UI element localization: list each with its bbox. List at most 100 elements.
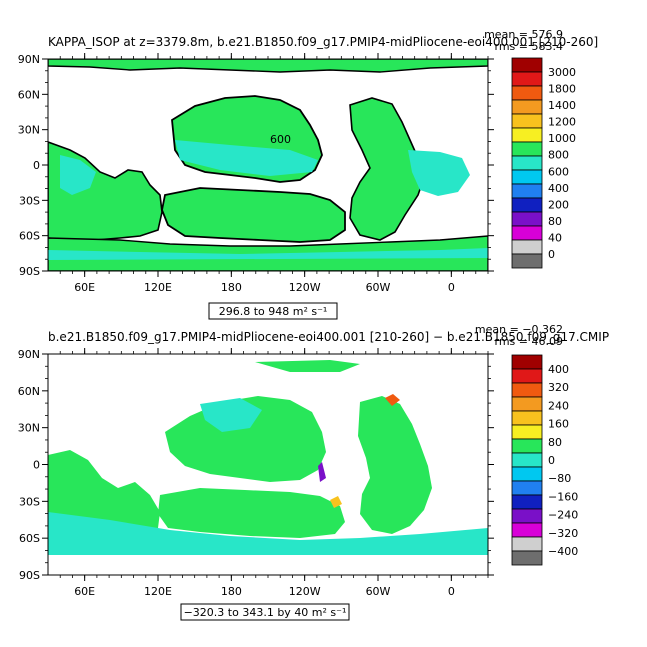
colorbar-cell	[511, 169, 543, 185]
colorbar-cell	[511, 141, 543, 157]
colorbar-cell	[511, 438, 543, 454]
colorbar-cell	[511, 522, 543, 538]
colorbar-cell	[511, 239, 543, 255]
colorbar-label: 200	[548, 198, 569, 211]
panel-a-atlantic-band	[408, 150, 470, 196]
colorbar-label: −320	[548, 527, 578, 540]
y-tick-label: 60S	[19, 532, 40, 545]
y-tick-label: 60N	[18, 385, 40, 398]
colorbar-cell	[511, 197, 543, 213]
colorbar-cell	[511, 480, 543, 496]
colorbar-label: 80	[548, 215, 562, 228]
colorbar-cell	[511, 494, 543, 510]
panel-b-axes: 60E 120E 180 120W 60W 0 90N 60N 30N 0 30S 60S 90S	[18, 348, 494, 598]
panel-a-atlantic-ocean	[349, 97, 426, 241]
x-tick-label: 60E	[74, 281, 95, 294]
panel-b-colorbar: 400 320 240 160 80 0 −80 −160 −240 −320 −400	[511, 354, 578, 566]
panel-a-equatorial-band	[175, 140, 318, 176]
panel-b-indian-ocean	[48, 450, 160, 534]
colorbar-cell	[511, 155, 543, 171]
y-tick-label: 60N	[18, 88, 40, 101]
colorbar-cell	[511, 508, 543, 524]
panel-b-title: b.e21.B1850.f09_g17.PMIP4-midPliocene-eo…	[48, 330, 609, 344]
colorbar-label: 320	[548, 381, 569, 394]
colorbar-label: 800	[548, 149, 569, 162]
panel-b-arctic	[255, 360, 360, 372]
colorbar-cell	[511, 354, 543, 370]
panel-b-positive-anomaly	[385, 394, 400, 406]
colorbar-label: 1200	[548, 116, 576, 129]
colorbar-label: 80	[548, 436, 562, 449]
colorbar-cell	[511, 99, 543, 115]
panel-a-rms: rms = 583.4	[495, 40, 563, 53]
panel-a-arctic-ocean	[48, 59, 488, 73]
colorbar-cell	[511, 85, 543, 101]
colorbar-cell	[511, 71, 543, 87]
colorbar-cell	[511, 127, 543, 143]
colorbar-cell	[511, 466, 543, 482]
y-tick-label: 0	[33, 159, 40, 172]
colorbar-label: 400	[548, 363, 569, 376]
colorbar-label: 3000	[548, 66, 576, 79]
colorbar-label: 40	[548, 231, 562, 244]
colorbar-cell	[511, 211, 543, 227]
colorbar-cell	[511, 225, 543, 241]
colorbar-label: 1400	[548, 99, 576, 112]
x-tick-label: 60E	[74, 585, 95, 598]
panel-b-range-box	[180, 603, 350, 621]
x-tick-label: 0	[448, 281, 455, 294]
colorbar-cell	[511, 382, 543, 398]
x-tick-label: 120E	[144, 281, 172, 294]
colorbar-label: 400	[548, 182, 569, 195]
panel-b-mean: mean = −0.362	[475, 323, 563, 336]
panel-a-mean: mean = 576.9	[484, 28, 563, 41]
panel-b-atlantic	[358, 396, 432, 534]
y-tick-label: 90N	[18, 53, 40, 66]
x-tick-label: 180	[221, 281, 242, 294]
y-tick-label: 30S	[19, 495, 40, 508]
colorbar-cell	[511, 550, 543, 566]
y-tick-label: 0	[33, 459, 40, 472]
colorbar-cell	[511, 536, 543, 552]
panel-b-field	[48, 360, 488, 555]
panel-a-southern-band	[48, 248, 488, 260]
colorbar-cell	[511, 183, 543, 199]
colorbar-cell	[511, 113, 543, 129]
panel-a-pacific-south	[161, 187, 346, 243]
panel-b-range-label: −320.3 to 343.1 by 40 m² s⁻¹	[184, 606, 347, 619]
panel-a-contour-label: 600	[270, 133, 291, 146]
x-tick-label: 60W	[366, 585, 391, 598]
panel-a: KAPPA_ISOP at z=3379.8m, b.e21.B1850.f09…	[18, 28, 598, 320]
panel-a-range-box	[208, 302, 338, 320]
panel-b-pacific-south	[158, 488, 345, 538]
panel-a-indian-band	[60, 155, 96, 195]
colorbar-label: 240	[548, 399, 569, 412]
y-tick-label: 60S	[19, 230, 40, 243]
colorbar-label: 160	[548, 418, 569, 431]
panel-b-southern-negative	[48, 512, 488, 555]
colorbar-cell	[511, 452, 543, 468]
y-tick-label: 30S	[19, 194, 40, 207]
x-tick-label: 0	[448, 585, 455, 598]
panel-a-axes: 60E 120E 180 120W 60W 0 90N 60N 30N 0 30S 60S 90S	[18, 53, 494, 294]
colorbar-cell	[511, 253, 543, 269]
colorbar-label: 1800	[548, 83, 576, 96]
panel-b: b.e21.B1850.f09_g17.PMIP4-midPliocene-eo…	[18, 323, 609, 621]
colorbar-label: −160	[548, 490, 578, 503]
x-tick-label: 60W	[366, 281, 391, 294]
colorbar-cell	[511, 424, 543, 440]
panel-a-title: KAPPA_ISOP at z=3379.8m, b.e21.B1850.f09…	[48, 35, 598, 49]
y-tick-label: 90S	[19, 265, 40, 278]
colorbar-label: 1000	[548, 132, 576, 145]
panel-b-tropical-negative	[200, 398, 262, 432]
colorbar-label: −400	[548, 545, 578, 558]
y-tick-label: 90N	[18, 348, 40, 361]
colorbar-cell	[511, 57, 543, 73]
colorbar-label: −80	[548, 472, 571, 485]
y-tick-label: 30N	[18, 124, 40, 137]
colorbar-label: 0	[548, 454, 555, 467]
x-tick-label: 120W	[289, 281, 321, 294]
x-tick-label: 120W	[289, 585, 321, 598]
